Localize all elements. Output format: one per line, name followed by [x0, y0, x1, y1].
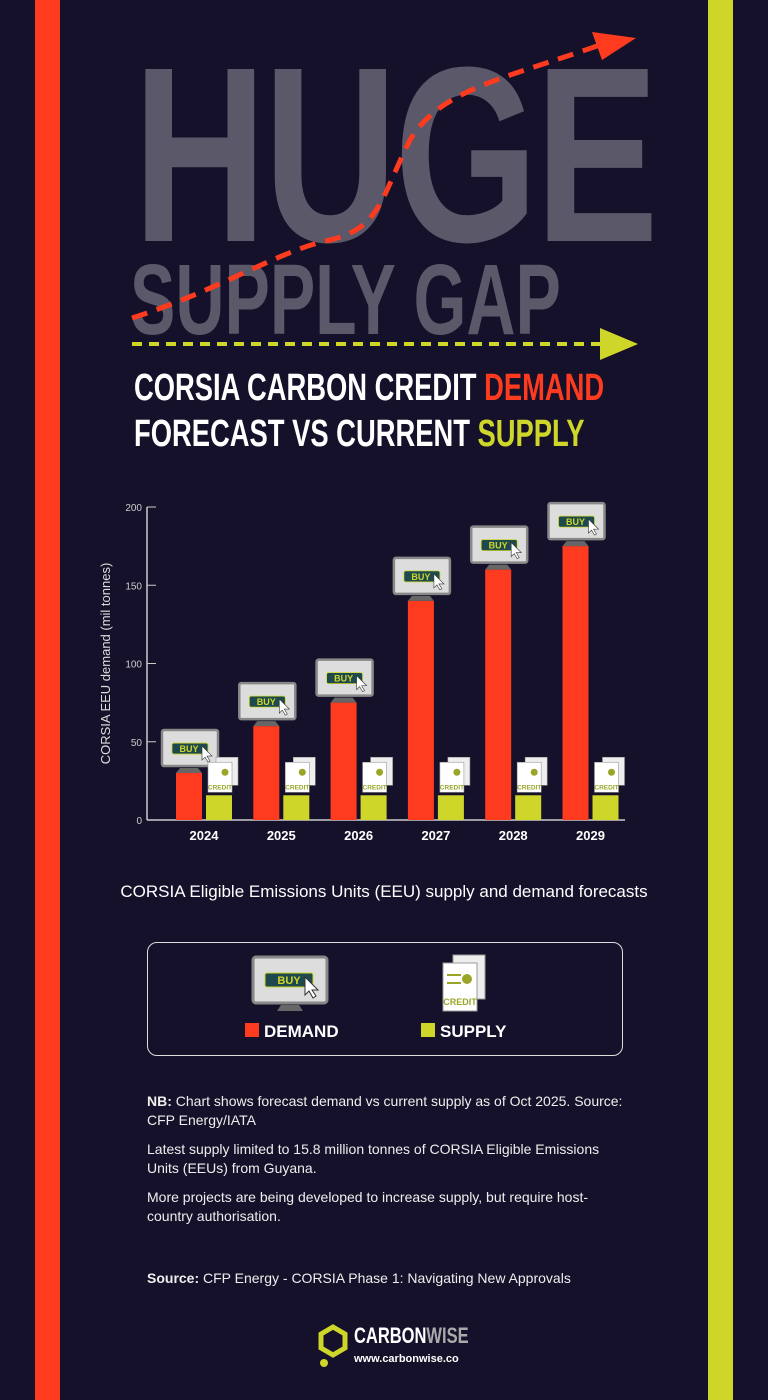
- supply-bar: [437, 795, 464, 820]
- credit-certificate-icon: CREDIT: [439, 756, 471, 793]
- y-tick-label: 100: [125, 660, 142, 671]
- trend-arrows: [131, 32, 638, 360]
- buy-computer-icon: BUY: [547, 501, 606, 547]
- y-tick-label: 200: [125, 503, 142, 514]
- legend-supply-swatch: [421, 1023, 435, 1037]
- demand-bar: [407, 600, 434, 820]
- y-tick-label: 150: [125, 581, 142, 592]
- svg-text:CREDIT: CREDIT: [285, 784, 309, 791]
- credit-certificate-icon: CREDIT: [362, 756, 393, 793]
- right-stripe: [708, 0, 733, 1400]
- credit-certificate-icon: CREDIT: [516, 756, 548, 793]
- subtitle: CORSIA CARBON CREDIT DEMAND FORECAST VS …: [134, 367, 605, 455]
- note-projects: More projects are being developed to inc…: [147, 1189, 588, 1224]
- chart-caption: CORSIA Eligible Emissions Units (EEU) su…: [120, 882, 648, 901]
- left-stripe: [35, 0, 60, 1400]
- supply-bar: [206, 795, 232, 820]
- demand-arrow-head: [592, 32, 636, 60]
- supply-arrow-head: [600, 328, 638, 360]
- demand-bar: [485, 569, 512, 820]
- demand-trend-line: [131, 42, 601, 321]
- legend-supply-label: SUPPLY: [440, 1022, 507, 1041]
- buy-computer-icon: BUY: [238, 681, 297, 727]
- y-tick-label: 0: [136, 816, 142, 827]
- legend-buy-icon: BUY: [251, 955, 329, 1011]
- headline-supply-gap: SUPPLY GAP: [130, 244, 561, 356]
- demand-bar: [562, 546, 589, 820]
- supply-bar: [283, 795, 310, 820]
- legend-demand-swatch: [245, 1023, 259, 1037]
- svg-text:BUY: BUY: [411, 572, 430, 582]
- buy-computer-icon: BUY: [392, 556, 452, 601]
- svg-text:BUY: BUY: [179, 744, 198, 754]
- bar-chart: 0 50 100 150 200 CORSIA EEU demand (mil tonne…: [98, 501, 625, 843]
- credit-certificate-icon: CREDIT: [284, 756, 316, 793]
- credit-certificate-icon: CREDIT: [207, 756, 239, 793]
- x-tick-label: 2028: [499, 828, 528, 843]
- credit-certificate-icon: CREDIT: [594, 756, 625, 793]
- svg-text:CREDIT: CREDIT: [594, 784, 618, 791]
- supply-bar: [360, 795, 387, 820]
- svg-text:BUY: BUY: [566, 517, 585, 527]
- headline-huge: HUGE: [133, 15, 659, 294]
- buy-computer-icon: BUY: [469, 525, 529, 570]
- x-tick-label: 2027: [421, 828, 450, 843]
- svg-text:BUY: BUY: [257, 697, 276, 707]
- source: Source: CFP Energy - CORSIA Phase 1: Nav…: [147, 1270, 571, 1286]
- buy-computer-icon: BUY: [160, 728, 220, 774]
- svg-text:CREDIT: CREDIT: [362, 784, 386, 791]
- legend-demand-label: DEMAND: [264, 1022, 339, 1041]
- demand-bar: [253, 726, 280, 820]
- legend-credit-icon: CREDIT: [442, 954, 486, 1012]
- x-tick-label: 2029: [576, 828, 605, 843]
- carbonwise-logo: CARBONWISE www.carbonwise.co: [318, 1323, 469, 1374]
- x-tick-label: 2025: [267, 828, 296, 843]
- svg-text:BUY: BUY: [277, 975, 301, 987]
- x-tick-label: 2026: [344, 828, 373, 843]
- website-url: www.carbonwise.co: [354, 1353, 459, 1365]
- note-supply: Latest supply limited to 15.8 million to…: [147, 1141, 600, 1176]
- y-tick-label: 50: [131, 738, 143, 749]
- svg-text:CREDIT: CREDIT: [517, 784, 541, 791]
- legend: BUY CREDIT DEMAND SUPPLY: [147, 942, 623, 1056]
- svg-text:CREDIT: CREDIT: [440, 784, 464, 791]
- buy-computer-icon: BUY: [315, 658, 374, 703]
- supply-bar: [515, 795, 542, 820]
- svg-text:BUY: BUY: [489, 541, 508, 551]
- supply-bar: [592, 795, 619, 820]
- svg-text:BUY: BUY: [334, 674, 353, 684]
- demand-bar: [176, 773, 202, 820]
- svg-text:CREDIT: CREDIT: [208, 784, 232, 791]
- note-nb: NB: Chart shows forecast demand vs curre…: [147, 1093, 623, 1128]
- y-axis-label: CORSIA EEU demand (mil tonnes): [98, 563, 113, 765]
- x-tick-label: 2024: [190, 828, 220, 843]
- svg-text:CREDIT: CREDIT: [443, 997, 477, 1007]
- demand-bar: [330, 702, 357, 820]
